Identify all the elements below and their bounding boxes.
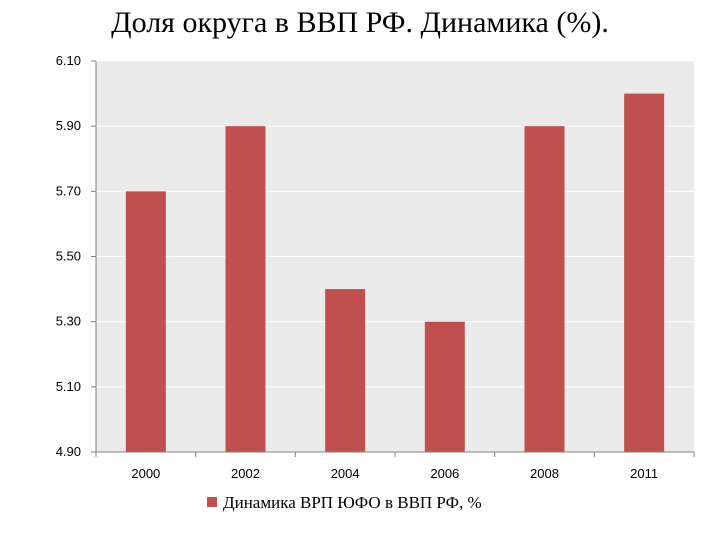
y-tick-label: 5.50	[56, 249, 81, 264]
y-axis-ticks: 4.90 5.10 5.30 5.50 5.70 5.90 6.10	[56, 53, 97, 459]
y-tick-label: 5.90	[56, 118, 81, 133]
bar-2008	[524, 126, 565, 453]
y-tick-label: 4.90	[56, 444, 81, 459]
y-tick-label: 5.70	[56, 183, 81, 198]
bar-2011	[624, 93, 665, 452]
x-tick-label: 2011	[630, 466, 658, 481]
y-tick-label: 5.10	[56, 379, 81, 394]
chart-title: Доля округа в ВВП РФ. Динамика (%).	[111, 6, 609, 39]
x-axis-ticks: 2000 2002 2004 2006 2008 2011	[95, 451, 695, 481]
bar-2000	[125, 191, 166, 453]
x-tick-label: 2006	[430, 466, 459, 481]
y-tick-label: 6.10	[56, 53, 81, 68]
legend-label: Динамика ВРП ЮФО в ВВП РФ, %	[223, 493, 482, 512]
bar-2004	[325, 289, 366, 452]
bar-series	[125, 93, 665, 453]
x-tick-label: 2008	[530, 466, 559, 481]
bar-2002	[225, 126, 266, 453]
legend-swatch	[207, 497, 217, 507]
plot-area	[96, 60, 694, 452]
legend: Динамика ВРП ЮФО в ВВП РФ, %	[207, 493, 482, 512]
bar-2006	[424, 321, 465, 452]
y-tick-label: 5.30	[56, 314, 81, 329]
x-tick-label: 2002	[231, 466, 260, 481]
x-tick-label: 2000	[131, 466, 160, 481]
x-tick-label: 2004	[331, 466, 360, 481]
